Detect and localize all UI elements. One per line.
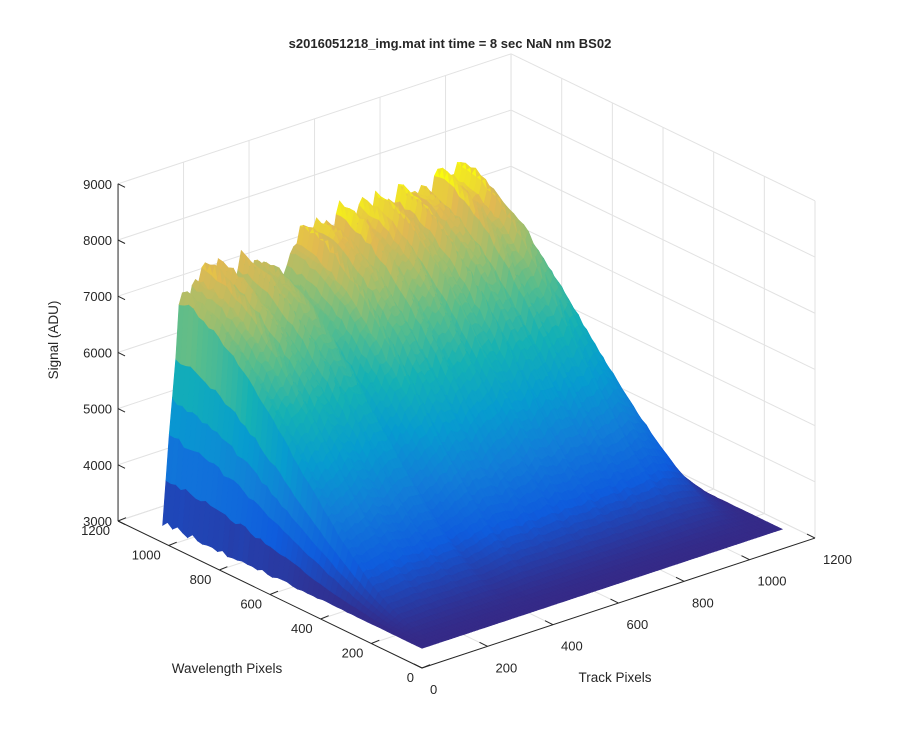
side-wall-grid-line — [510, 165, 816, 314]
signal-surface — [162, 161, 784, 649]
side-wall-grid-line — [510, 109, 816, 258]
side-wall-grid-line — [510, 221, 816, 370]
side-wall-grid-line — [510, 53, 816, 202]
back-wall-grid-line — [117, 53, 512, 185]
back-wall-grid-line — [117, 109, 512, 241]
